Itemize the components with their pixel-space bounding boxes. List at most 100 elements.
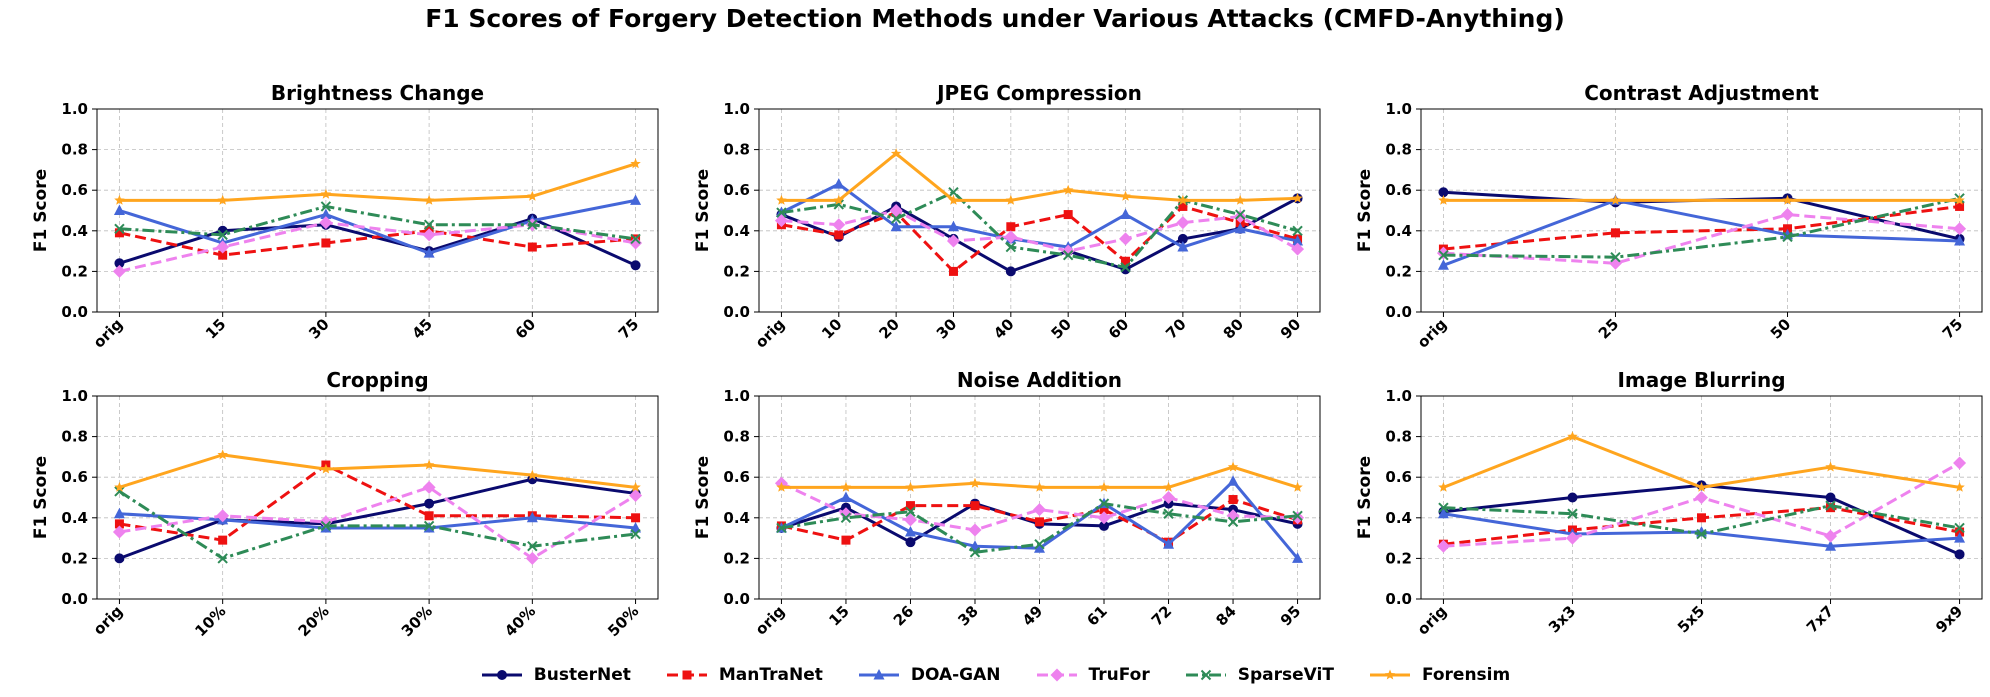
data-point-mantranet (1035, 517, 1044, 527)
subplot-image-blurring: 0.0 0.2 0.4 0.6 0.8 1.0 orig 3x3 5x5 7x7 9x9 F1 Sco… (1355, 368, 1983, 639)
x-tick-label: 75 (615, 315, 642, 342)
y-tick-label: 0.0 (61, 590, 88, 608)
series-line-forensim (781, 152, 1298, 202)
legend-item-sparsevit: SparseViT (1184, 665, 1334, 685)
series-forensim (114, 158, 641, 205)
data-point-mantranet (1955, 527, 1965, 537)
data-point-doa-gan (1437, 507, 1449, 519)
grid (97, 108, 658, 313)
legend: BusterNet ManTraNet DOA-GAN TruFor SparseViT… (0, 660, 1990, 690)
y-axis-label: F1 Score (1355, 169, 1375, 252)
series-busternet (114, 213, 641, 271)
x-tick-label: orig (752, 315, 788, 351)
x-tick-label: 60 (1105, 315, 1132, 342)
x-tick-label: 20 (875, 315, 902, 342)
data-point-mantranet (114, 228, 124, 238)
data-point-trufor (1176, 216, 1190, 230)
y-axis-label: F1 Score (693, 169, 713, 252)
data-point-sparsevit (320, 520, 332, 532)
legend-item-forensim: Forensim (1368, 665, 1510, 685)
data-point-forensim (1234, 194, 1246, 205)
data-point-sparsevit (1098, 498, 1110, 509)
data-point-trufor (216, 240, 230, 254)
subplot-contrast-adjustment: 0.0 0.2 0.4 0.6 0.8 1.0 orig 25 50 75 F1 Score Cont… (1355, 81, 1983, 352)
x-tick-label: 84 (1212, 602, 1239, 629)
data-point-forensim (1292, 481, 1303, 492)
data-point-trufor (1097, 511, 1111, 525)
data-point-forensim (1034, 481, 1045, 492)
y-tick-label: 0.8 (1385, 141, 1412, 159)
subplot-title: Contrast Adjustment (1584, 81, 1819, 105)
data-point-sparsevit (527, 541, 538, 552)
data-point-trufor (946, 234, 960, 248)
data-point-trufor (1233, 210, 1247, 224)
data-point-sparsevit (1235, 209, 1246, 220)
data-point-trufor (112, 525, 126, 539)
data-point-sparsevit (1954, 522, 1965, 534)
x-tick-label: 20% (295, 602, 333, 640)
legend-marker-busternet (496, 670, 507, 680)
data-point-mantranet (218, 535, 228, 545)
series-line-busternet (780, 196, 1299, 273)
data-point-doa-gan (1120, 208, 1132, 220)
x-tick-label: 25 (1595, 315, 1622, 342)
data-point-trufor (1695, 491, 1708, 504)
data-point-forensim (776, 194, 787, 205)
x-tick-label: 9x9 (1932, 602, 1966, 636)
legend-label-doa-gan: DOA-GAN (910, 665, 1001, 685)
subplot-noise-addition: 0.0 0.2 0.4 0.6 0.8 1.0 orig 15 26 38 49 61 72 84 95 F1… (693, 368, 1321, 639)
series-sparsevit (114, 201, 641, 245)
data-point-doa-gan (890, 220, 902, 232)
y-tick-label: 0.0 (61, 303, 88, 321)
data-point-doa-gan (1227, 475, 1239, 486)
data-point-busternet (1954, 549, 1965, 560)
data-point-sparsevit (630, 233, 641, 245)
data-point-sparsevit (1292, 225, 1303, 237)
y-tick-label: 0.0 (1385, 590, 1412, 608)
series-line-mantranet (1443, 204, 1960, 251)
y-tick-label: 0.4 (723, 222, 750, 240)
y-tick-label: 0.6 (61, 181, 88, 199)
data-point-trufor (1119, 232, 1133, 246)
legend-marker-doa-gan (873, 669, 885, 680)
series-forensim (1438, 194, 1965, 205)
series-line-sparsevit (119, 204, 636, 241)
data-point-sparsevit (948, 187, 959, 198)
y-tick-label: 0.2 (723, 262, 750, 280)
data-point-sparsevit (969, 547, 981, 558)
data-point-trufor (1781, 208, 1795, 222)
data-point-sparsevit (1062, 249, 1074, 261)
series-line-sparsevit (118, 490, 636, 560)
data-point-sparsevit (1034, 538, 1045, 550)
data-point-forensim (114, 194, 125, 205)
subplot-title: JPEG Compression (935, 81, 1142, 105)
data-point-mantranet (631, 513, 641, 523)
data-point-trufor (629, 488, 643, 502)
data-point-doa-gan (1437, 259, 1449, 270)
data-point-busternet (114, 258, 125, 269)
legend-swatch-forensim (1369, 669, 1410, 680)
data-point-doa-gan (1234, 222, 1246, 234)
x-tick-label: 15 (202, 315, 229, 342)
series-doa-gan (1437, 507, 1966, 551)
x-tick-label: 26 (890, 602, 917, 629)
data-point-mantranet (1697, 513, 1706, 523)
data-point-trufor (774, 214, 788, 228)
x-tick-label: 5x5 (1674, 602, 1708, 636)
data-point-trufor (525, 551, 539, 565)
subplot-cropping: 0.0 0.2 0.4 0.6 0.8 1.0 orig 10% 20% 30% 40% 50% F1 … (31, 368, 659, 640)
x-tick-label: 38 (954, 602, 981, 629)
series-line-forensim (119, 162, 637, 202)
x-tick-label: 70 (1162, 315, 1189, 342)
legend-marker-sparsevit (1200, 669, 1211, 681)
legend-swatch-busternet (481, 670, 522, 680)
series-trufor (112, 480, 643, 565)
x-tick-label: 15 (825, 602, 852, 629)
legend-marker-forensim (1384, 669, 1396, 680)
data-point-sparsevit (423, 219, 435, 230)
data-point-busternet (114, 553, 125, 564)
data-point-trufor (832, 218, 846, 232)
legend-swatch-sparsevit (1185, 669, 1226, 681)
data-point-mantranet (834, 230, 844, 240)
